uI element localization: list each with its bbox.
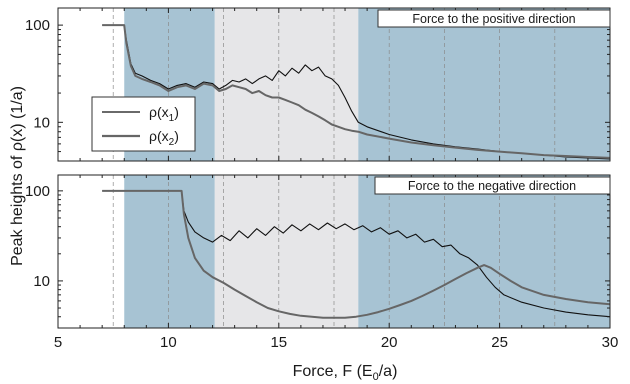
series-line-rho-x1 bbox=[102, 190, 611, 318]
y-axis-title: Peak heights of ρ(x) (1/a) bbox=[9, 86, 26, 266]
legend-box bbox=[91, 96, 196, 152]
shaded-band bbox=[358, 8, 610, 161]
y-tick-label: 10 bbox=[33, 273, 50, 290]
x-tick-label: 10 bbox=[160, 334, 177, 351]
shaded-band bbox=[214, 8, 359, 161]
top-annotation-text: Force to the positive direction bbox=[412, 12, 575, 26]
legend: ρ(x1) ρ(x2) bbox=[91, 96, 196, 152]
x-tick-label: 20 bbox=[381, 334, 398, 351]
shaded-band bbox=[214, 175, 359, 328]
x-tick-label: 5 bbox=[54, 334, 62, 351]
shaded-band bbox=[358, 175, 610, 328]
top-panel: 100 10 bbox=[25, 7, 611, 162]
legend-label-rho-x1: ρ(x1) bbox=[149, 104, 179, 124]
x-tick-label: 15 bbox=[270, 334, 287, 351]
bottom-panel: 100 10 bbox=[25, 174, 611, 329]
bottom-annotation-text: Force to the negative direction bbox=[408, 179, 576, 193]
plot-frame bbox=[57, 7, 611, 162]
series-line-rho-x1 bbox=[102, 24, 611, 160]
series-line-rho-x2 bbox=[102, 24, 611, 159]
top-annotation: Force to the positive direction bbox=[377, 9, 611, 28]
x-axis-title: Force, F (E0/a) bbox=[293, 363, 398, 383]
x-axis-ticks: 5 10 15 20 25 30 bbox=[54, 334, 619, 351]
x-tick-label: 30 bbox=[602, 334, 619, 351]
top-annotation-box bbox=[377, 9, 611, 28]
plot-frame bbox=[57, 174, 611, 329]
x-tick-label: 25 bbox=[491, 334, 508, 351]
legend-label-rho-x2: ρ(x2) bbox=[149, 128, 179, 148]
shaded-band bbox=[124, 175, 215, 328]
bottom-annotation-box bbox=[374, 176, 611, 195]
y-tick-label: 100 bbox=[25, 183, 50, 200]
series-line-rho-x2 bbox=[102, 189, 611, 319]
bottom-annotation: Force to the negative direction bbox=[374, 176, 611, 195]
y-tick-label: 100 bbox=[25, 17, 50, 34]
y-tick-label: 10 bbox=[33, 114, 50, 131]
